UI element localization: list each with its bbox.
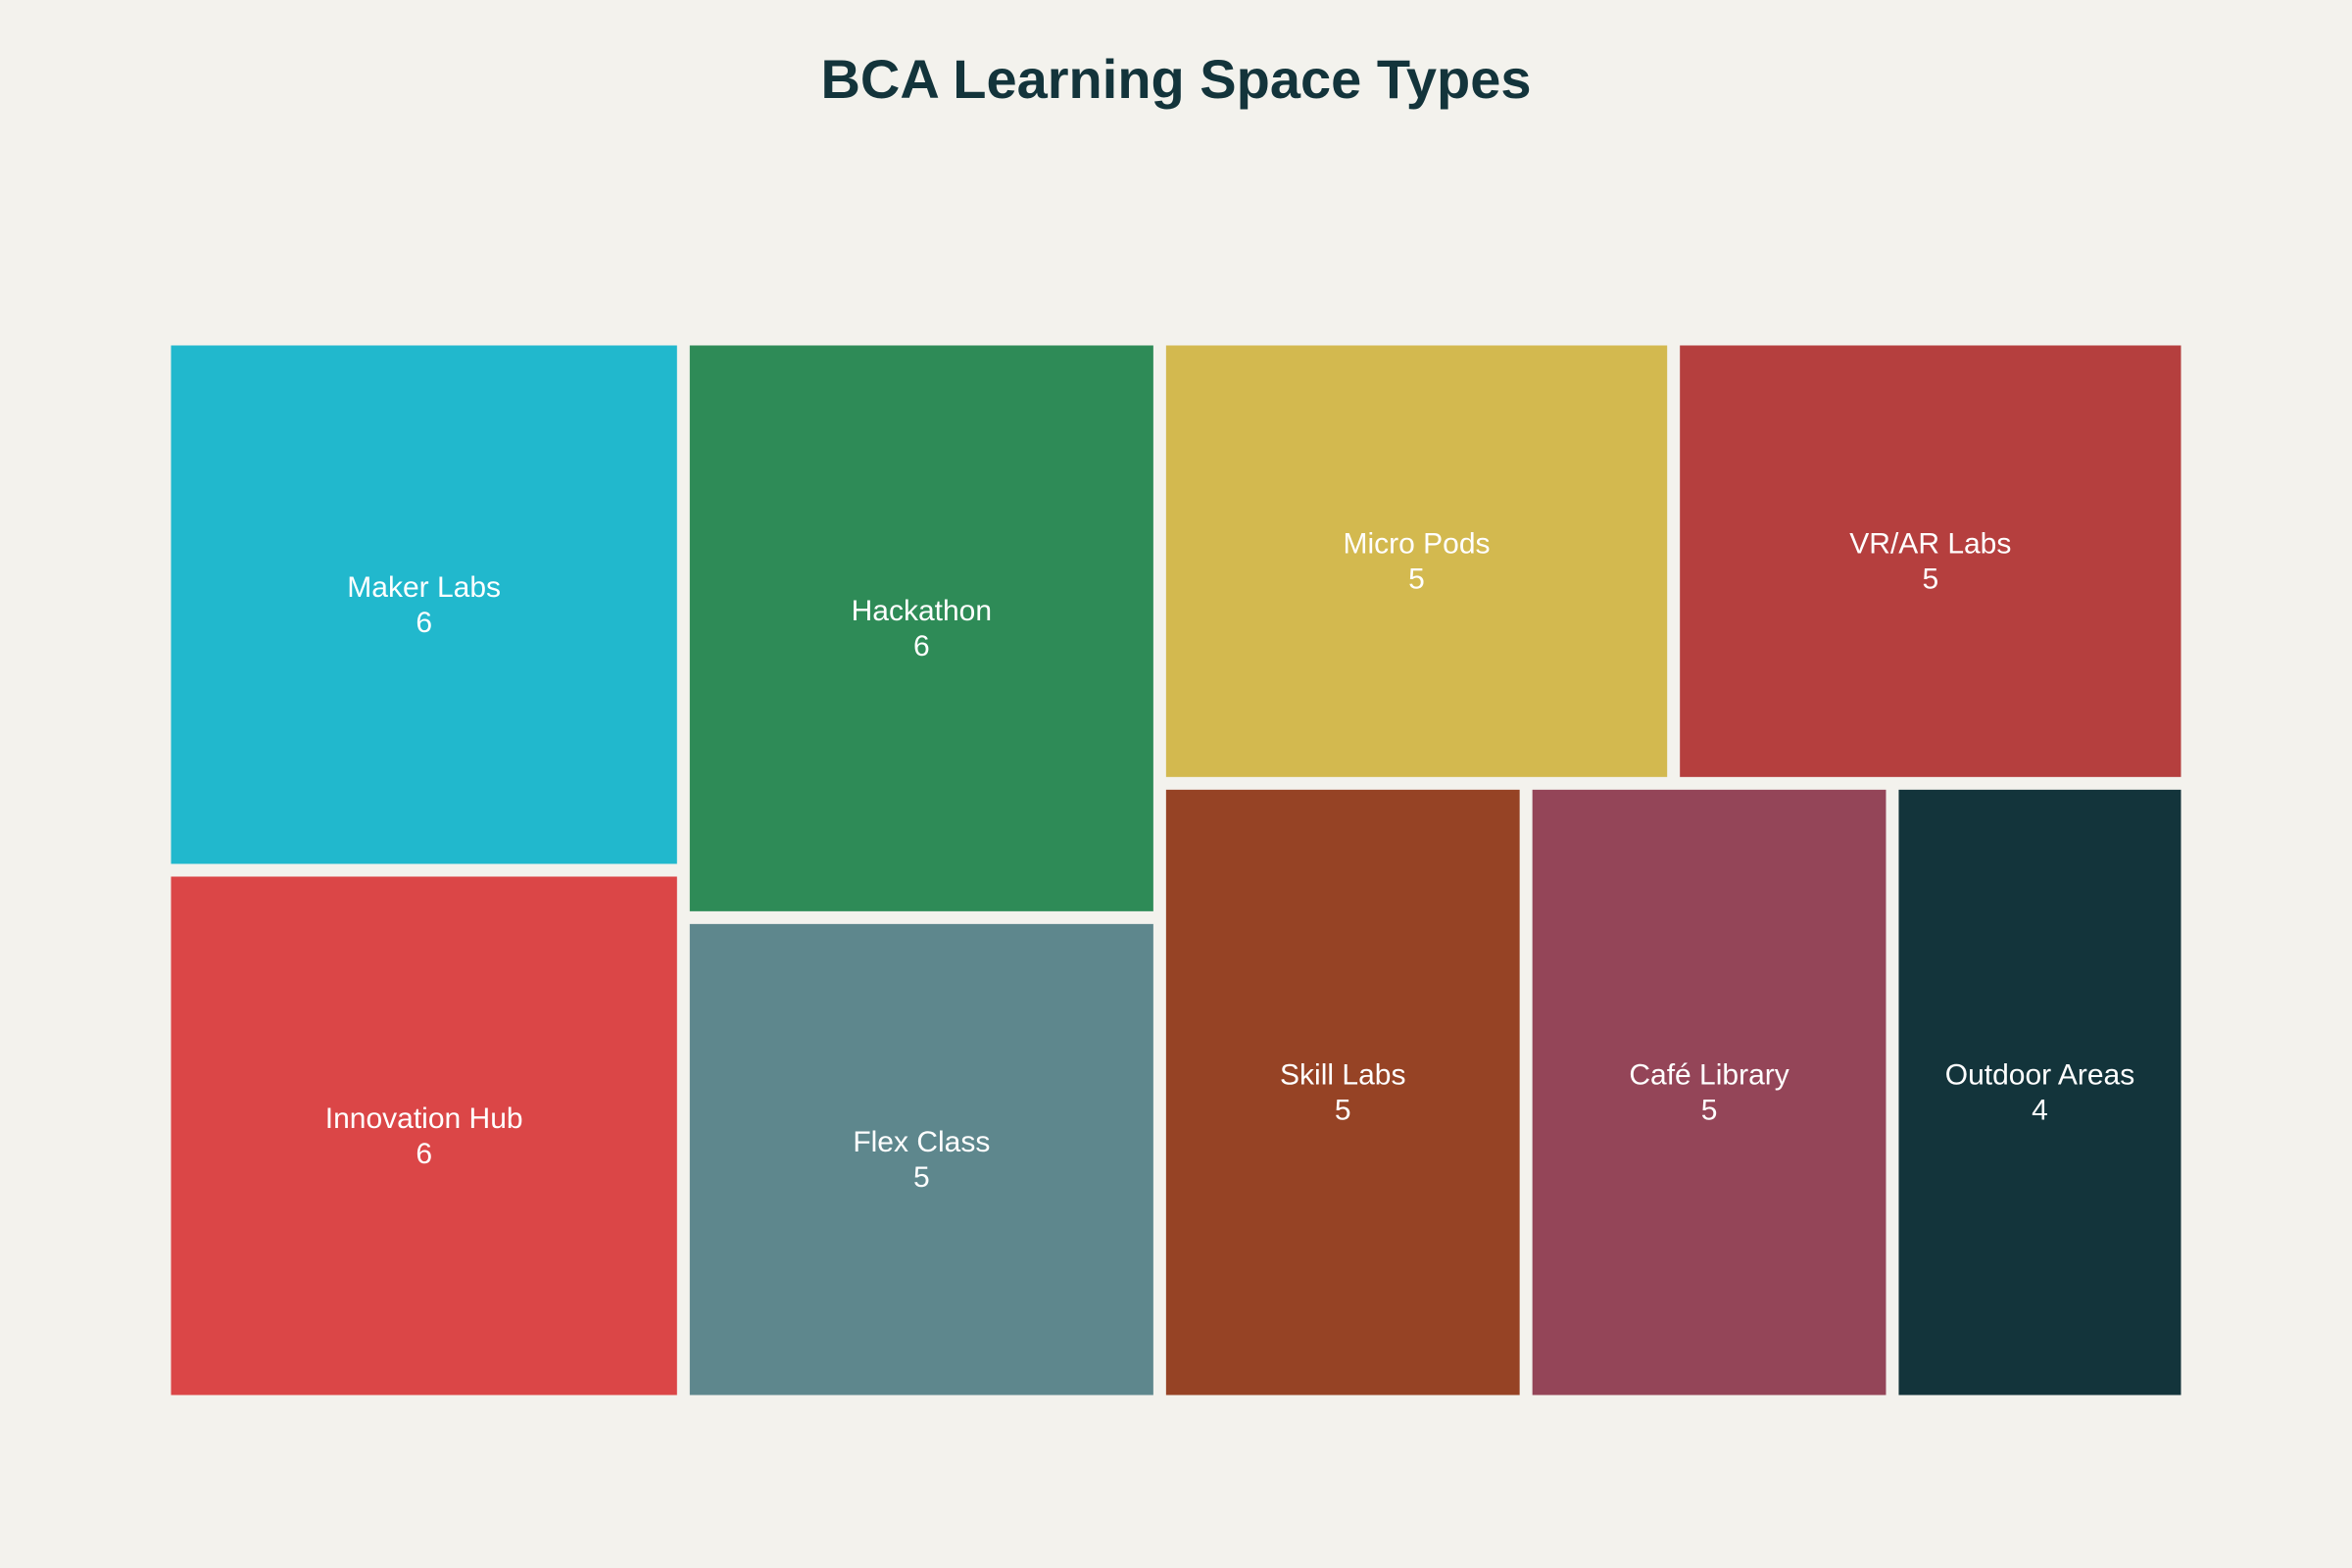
tile-skill-labs	[1165, 789, 1520, 1396]
tile-value-hackathon: 6	[913, 630, 930, 662]
tile-value-outdoor-areas: 4	[2032, 1095, 2048, 1127]
tile-micro-pods	[1165, 345, 1668, 777]
tile-maker-labs	[171, 345, 677, 864]
tile-label-outdoor-areas: Outdoor Areas	[1945, 1059, 2134, 1092]
tile-innovation-hub	[171, 876, 677, 1396]
tile-value-innovation-hub: 6	[416, 1138, 432, 1170]
tile-value-flex-class: 5	[913, 1161, 930, 1194]
tile-label-skill-labs: Skill Labs	[1280, 1059, 1405, 1092]
tile-label-vr-ar-labs: VR/AR Labs	[1849, 528, 2011, 561]
tile-label-innovation-hub: Innovation Hub	[325, 1102, 523, 1135]
tile-vr-ar-labs	[1680, 345, 2181, 777]
tile-value-caf-library: 5	[1701, 1095, 1718, 1127]
chart-title: BCA Learning Space Types	[820, 48, 1531, 110]
tile-flex-class	[689, 923, 1153, 1396]
tile-caf-library	[1532, 789, 1886, 1396]
tile-value-skill-labs: 5	[1335, 1095, 1351, 1127]
tile-label-micro-pods: Micro Pods	[1343, 528, 1490, 561]
tile-label-flex-class: Flex Class	[853, 1126, 990, 1158]
tile-outdoor-areas	[1898, 789, 2181, 1396]
tile-hackathon	[689, 345, 1153, 911]
tile-label-hackathon: Hackathon	[852, 595, 992, 627]
tile-label-maker-labs: Maker Labs	[347, 571, 501, 604]
tile-value-vr-ar-labs: 5	[1922, 564, 1938, 596]
tile-value-micro-pods: 5	[1408, 564, 1425, 596]
tile-value-maker-labs: 6	[416, 607, 432, 639]
tile-label-caf-library: Café Library	[1629, 1059, 1788, 1092]
